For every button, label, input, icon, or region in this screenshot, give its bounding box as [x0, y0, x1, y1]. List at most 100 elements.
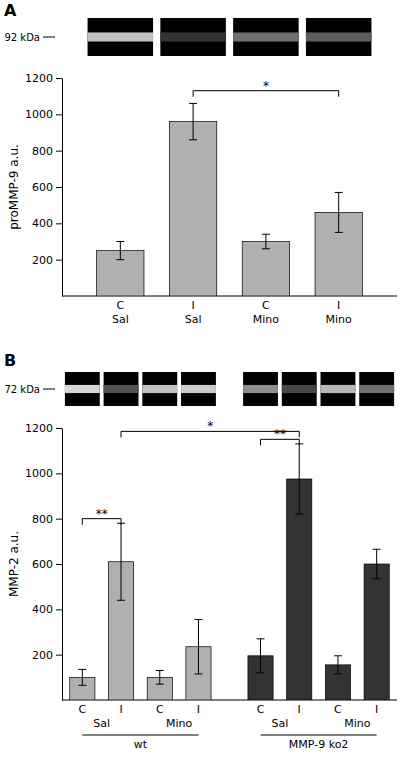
y-tick: 800 — [32, 145, 62, 158]
x-tick-label: I — [197, 703, 200, 716]
marks — [70, 444, 390, 700]
gel-lane — [65, 372, 100, 406]
y-tick-label: 800 — [32, 145, 53, 158]
bar — [242, 242, 289, 297]
y-tick: 1000 — [25, 108, 62, 121]
panel-label: A — [4, 1, 17, 20]
x-tick-label: I — [298, 703, 301, 716]
annotations: * — [193, 79, 339, 97]
error-bar — [335, 192, 343, 232]
annotations: ***** — [82, 419, 299, 524]
y-tick-label: 1200 — [25, 422, 53, 435]
group-underline — [261, 735, 377, 736]
x-tick-label: C — [78, 703, 86, 716]
y-tick-label: 800 — [32, 513, 53, 526]
error-bar — [262, 234, 270, 249]
gel-lane — [181, 372, 216, 406]
y-tick: 200 — [32, 254, 62, 267]
error-bar — [156, 671, 164, 685]
x-tick-label: I — [119, 703, 122, 716]
x-sublabel: Mino — [326, 313, 353, 326]
y-tick-mark — [56, 260, 62, 261]
error-bar — [194, 620, 202, 674]
gel-band — [104, 385, 139, 393]
x-labels: CICISalMinowtCICISalMinoMMP-9 ko2 — [78, 703, 378, 751]
gel-band — [282, 385, 317, 393]
gel — [243, 372, 394, 406]
gel-lane — [321, 372, 356, 406]
gel-label: 92 kDa — [4, 32, 40, 43]
gel-band — [233, 32, 299, 41]
y-tick-mark — [56, 223, 62, 224]
gel-lane — [233, 18, 299, 56]
y-tick-mark — [56, 564, 62, 565]
x-tick-label: I — [191, 299, 194, 312]
y-tick-label: 600 — [32, 181, 53, 194]
y-axis-title: MMP-2 a.u. — [7, 531, 21, 597]
figure: A 92 kDa 200 400 600 800 1000 1200 proMMP-9 a.u.… — [0, 0, 409, 762]
gel-lane — [142, 372, 177, 406]
y-tick-label: 200 — [32, 254, 53, 267]
x-sublabel: Sal — [271, 717, 288, 730]
x-sublabel: Sal — [112, 313, 129, 326]
x-sublabel: Mino — [344, 717, 371, 730]
y-axis-title: proMMP-9 a.u. — [7, 144, 21, 230]
plot: 200 400 600 800 1000 1200 MMP-2 a.u. C I C I Sal Min… — [7, 419, 397, 750]
y-tick-mark — [56, 473, 62, 474]
error-bar — [78, 669, 86, 685]
gel-band — [160, 32, 226, 41]
y-tick: 400 — [32, 217, 62, 230]
y-tick: 200 — [32, 649, 62, 662]
gel-marker — [43, 389, 55, 390]
y-tick: 800 — [32, 513, 62, 526]
gel-label: 72 kDa — [4, 384, 40, 395]
group-label: MMP-9 ko2 — [289, 738, 349, 751]
significance-label: ** — [96, 507, 108, 521]
gel-lane — [306, 18, 372, 56]
x-sublabel: Sal — [185, 313, 202, 326]
gel-band — [359, 385, 394, 393]
x-sublabel: Sal — [93, 717, 110, 730]
group-underline — [82, 735, 198, 736]
marks — [97, 103, 363, 296]
x-labels: CICISalSalMinoMino — [112, 299, 352, 326]
y-tick-label: 600 — [32, 558, 53, 571]
gel-lane — [104, 372, 139, 406]
y-tick-label: 400 — [32, 603, 53, 616]
gel-band — [321, 385, 356, 393]
x-sublabel: Mino — [166, 717, 193, 730]
gel — [65, 372, 216, 406]
significance-label: * — [207, 419, 213, 433]
y-tick-label: 1200 — [25, 72, 53, 85]
significance-label: * — [263, 79, 269, 93]
error-bar — [189, 103, 197, 139]
gel-marker — [43, 37, 55, 38]
y-tick-label: 1000 — [25, 467, 53, 480]
x-tick-label: C — [257, 703, 265, 716]
gel-band — [142, 385, 177, 393]
y-tick: 600 — [32, 181, 62, 194]
significance-label: ** — [274, 427, 286, 441]
y-tick-label: 400 — [32, 217, 53, 230]
gel-lane — [359, 372, 394, 406]
y-tick-mark — [56, 151, 62, 152]
x-tick-label: C — [156, 703, 164, 716]
error-bar — [334, 656, 342, 674]
y-tick-mark — [56, 519, 62, 520]
panel: B 72 kDa 200 400 600 800 1000 1200 MMP-2 a.u. C I C… — [4, 351, 397, 751]
panel: A 92 kDa 200 400 600 800 1000 1200 proMMP-9 a.u.… — [4, 1, 397, 326]
error-bar — [117, 523, 125, 600]
error-bar — [295, 444, 303, 514]
x-tick-label: C — [334, 703, 342, 716]
plot: 20040060080010001200proMMP-9 a.u.CICISal… — [7, 72, 397, 326]
y-axis: 200 400 600 800 1000 1200 — [25, 72, 63, 296]
gel-lane — [160, 18, 226, 56]
panel-label: B — [4, 351, 16, 370]
gel-band — [243, 385, 278, 393]
gel-lane — [282, 372, 317, 406]
y-tick: 1000 — [25, 467, 62, 480]
y-tick: 400 — [32, 603, 62, 616]
y-tick: 600 — [32, 558, 62, 571]
gel-band — [88, 32, 154, 41]
y-tick-mark — [56, 78, 62, 79]
